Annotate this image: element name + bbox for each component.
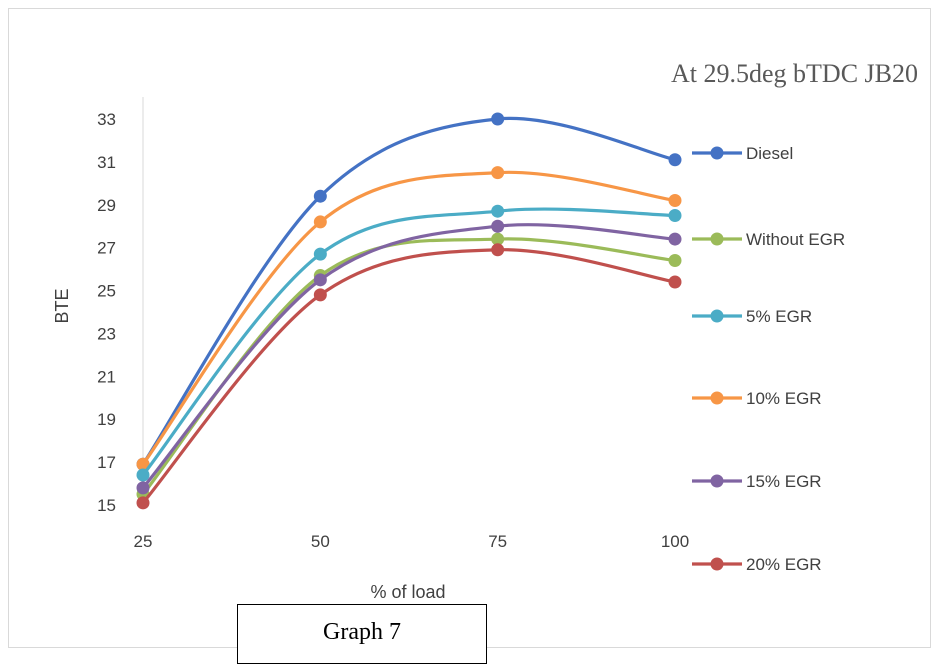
line-chart: At 29.5deg bTDC JB20 BTE % of load 33 31 2… [52, 59, 918, 602]
legend-item-without-egr: Without EGR [692, 230, 845, 249]
y-tick-label: 23 [97, 324, 116, 343]
y-tick-label: 33 [97, 110, 116, 129]
legend-label: 20% EGR [746, 555, 822, 574]
series-10pct-egr [136, 166, 682, 471]
data-point-diesel [313, 189, 327, 203]
data-point-20pct-egr [313, 288, 327, 302]
data-point-20pct-egr [668, 275, 682, 289]
data-point-20pct-egr [491, 243, 505, 257]
legend: Diesel Without EGR 5% EGR 10% EGR 15% EGR 20%… [692, 144, 845, 574]
data-point-diesel [668, 153, 682, 167]
y-tick-label: 19 [97, 410, 116, 429]
legend-label: 5% EGR [746, 307, 812, 326]
y-tick-label: 25 [97, 282, 116, 301]
x-tick-label: 100 [661, 532, 689, 551]
x-tick-label: 75 [488, 532, 507, 551]
data-point-5pct-egr [491, 204, 505, 218]
x-axis-title: % of load [370, 582, 445, 602]
legend-swatch-marker [710, 557, 724, 571]
series-line-diesel [141, 116, 677, 466]
x-tick-label: 25 [134, 532, 153, 551]
legend-swatch-marker [710, 391, 724, 405]
series-layer [136, 112, 682, 510]
legend-item-10pct-egr: 10% EGR [692, 389, 822, 408]
data-point-15pct-egr [491, 219, 505, 233]
data-point-5pct-egr [668, 209, 682, 222]
y-tick-label: 31 [97, 153, 116, 172]
legend-swatch-marker [710, 146, 724, 160]
legend-item-20pct-egr: 20% EGR [692, 555, 822, 574]
legend-swatch-marker [710, 474, 724, 488]
data-point-5pct-egr [313, 247, 327, 261]
y-tick-label: 21 [97, 367, 116, 386]
y-axis-title: BTE [52, 288, 72, 323]
y-tick-label: 17 [97, 453, 116, 472]
data-point-5pct-egr [136, 468, 150, 482]
legend-label: Without EGR [746, 230, 845, 249]
x-tick-labels: 25 50 75 100 [134, 532, 690, 551]
chart-title: At 29.5deg bTDC JB20 [671, 59, 918, 88]
series-line-5pct-egr [141, 207, 677, 477]
series-5pct-egr [136, 204, 682, 482]
y-tick-labels: 33 31 29 27 25 23 21 19 17 15 [97, 110, 116, 515]
data-point-10pct-egr [313, 215, 327, 229]
data-point-15pct-egr [313, 273, 327, 287]
data-point-without-egr [668, 254, 682, 268]
series-diesel [136, 112, 682, 471]
x-tick-label: 50 [311, 532, 330, 551]
legend-swatch-marker [710, 309, 724, 323]
legend-label: Diesel [746, 144, 793, 163]
y-tick-label: 29 [97, 196, 116, 215]
legend-item-diesel: Diesel [692, 144, 793, 163]
graph-caption: Graph 7 [323, 619, 401, 645]
y-tick-label: 27 [97, 239, 116, 258]
legend-swatch-marker [710, 232, 724, 246]
data-point-diesel [491, 112, 505, 126]
series-line-15pct-egr [141, 223, 677, 490]
graph-caption-box: Graph 7 [237, 604, 487, 664]
series-line-20pct-egr [141, 248, 677, 505]
data-point-10pct-egr [136, 457, 150, 471]
legend-label: 15% EGR [746, 472, 822, 491]
data-point-10pct-egr [491, 166, 505, 180]
legend-item-15pct-egr: 15% EGR [692, 472, 822, 491]
data-point-without-egr [491, 232, 505, 246]
data-point-15pct-egr [136, 481, 150, 495]
legend-label: 10% EGR [746, 389, 822, 408]
series-15pct-egr [136, 219, 682, 495]
data-point-15pct-egr [668, 232, 682, 246]
series-without-egr [136, 232, 682, 501]
legend-item-5pct-egr: 5% EGR [692, 307, 812, 326]
series-20pct-egr [136, 243, 682, 510]
series-line-10pct-egr [141, 170, 677, 466]
data-point-10pct-egr [668, 193, 682, 207]
data-point-20pct-egr [136, 496, 150, 510]
y-tick-label: 15 [97, 496, 116, 515]
